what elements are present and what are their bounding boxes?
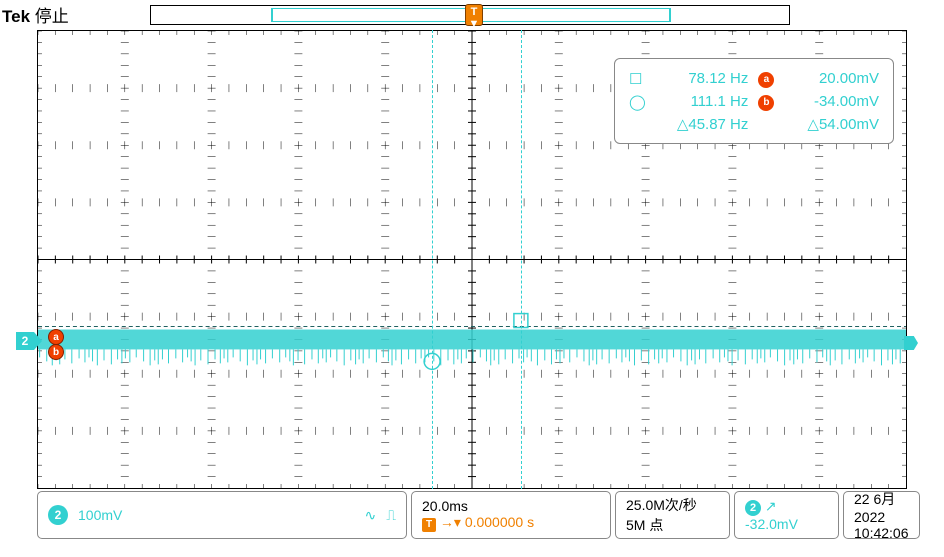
trigger-edge-icon: ↗ (765, 498, 777, 514)
cursor-measurement-panel: ☐ 78.12 Hz a 20.00mV ◯ 111.1 Hz b -34.00… (614, 58, 894, 144)
trigger-level: -32.0mV (745, 516, 828, 532)
trigger-badge-icon: T (422, 518, 436, 532)
acquisition-panel[interactable]: 25.0M次/秒 5M 点 (615, 491, 730, 539)
cursor-row-delta: △45.87 Hz △54.00mV (625, 113, 883, 135)
bandwidth-icon: ⎍ (386, 507, 396, 524)
trigger-source-badge: 2 (745, 500, 761, 516)
square-marker-icon: ☐ (625, 67, 650, 90)
status-bar: 2 100mV ∿ ⎍ 20.0ms T →▾ 0.000000 s 25.0M… (37, 491, 907, 539)
record-length: 5M 点 (626, 515, 719, 535)
cursor-row-a: ☐ 78.12 Hz a 20.00mV (625, 67, 883, 90)
channel-2-arrow-icon (34, 332, 42, 350)
time-text: 10:42:06 (854, 525, 909, 541)
channel-badge: 2 (48, 505, 68, 525)
datetime-panel: 22 6月 2022 10:42:06 (843, 491, 920, 539)
channel-2-label: 2 (16, 332, 34, 350)
timebase-panel[interactable]: 20.0ms T →▾ 0.000000 s (411, 491, 611, 539)
trigger-position-marker[interactable]: T▼ (465, 4, 483, 26)
sample-rate: 25.0M次/秒 (626, 495, 719, 515)
coupling-icon: ∿ (364, 507, 376, 524)
cursor-b-line[interactable] (432, 30, 433, 489)
cursor-a-freq: 78.12 Hz (650, 67, 753, 90)
delta-value: △54.00mV (780, 113, 883, 135)
cursor-b-freq: 111.1 Hz (650, 90, 753, 113)
cursor-a-value: 20.00mV (780, 67, 883, 90)
channel-panel[interactable]: 2 100mV ∿ ⎍ (37, 491, 407, 539)
horizontal-scale: 20.0ms (422, 498, 600, 514)
trigger-offset: 0.000000 s (465, 514, 534, 530)
cursor-b-value: -34.00mV (780, 90, 883, 113)
circle-marker-icon: ◯ (625, 90, 650, 113)
brand-status: Tek 停止 (2, 2, 69, 27)
cursor-b-badge[interactable]: b (48, 344, 64, 360)
delta-freq: △45.87 Hz (650, 113, 753, 135)
cursor-a-badge-icon: a (758, 72, 774, 88)
trigger-panel[interactable]: 2 ↗ -32.0mV (734, 491, 839, 539)
trigger-arrow-icon: →▾ (440, 514, 461, 530)
trigger-level-arrow-icon[interactable] (904, 336, 918, 350)
cursor-row-b: ◯ 111.1 Hz b -34.00mV (625, 90, 883, 113)
cursor-b-badge-icon: b (758, 95, 774, 111)
vertical-scale: 100mV (78, 507, 122, 523)
run-status: 停止 (35, 7, 69, 26)
brand-text: Tek (2, 7, 30, 26)
date-text: 22 6月 2022 (854, 489, 909, 525)
cursor-a-line[interactable] (521, 30, 522, 489)
cursor-a-badge[interactable]: a (48, 329, 64, 345)
